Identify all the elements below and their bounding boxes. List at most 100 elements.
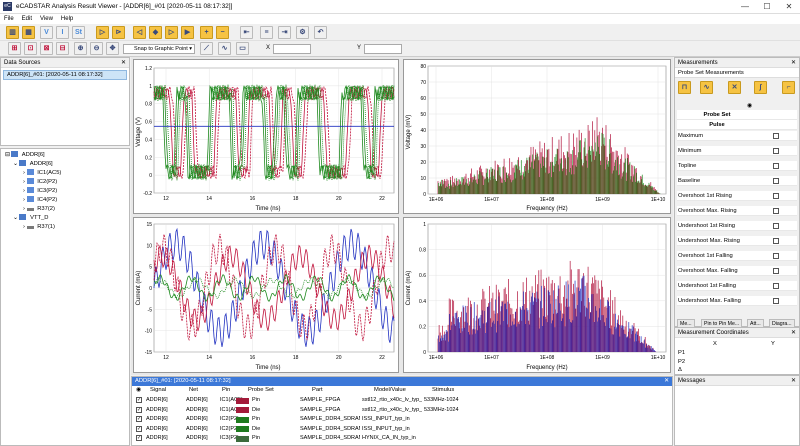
measurement-item[interactable]: Maximum (677, 131, 797, 141)
measurement-item[interactable]: Overshoot Max. Rising (677, 206, 797, 216)
tree-node[interactable]: › IC3(P2) (23, 187, 57, 196)
current-frequency-plot[interactable]: 1 0.8 0.6 0.4 0.2 0 1E+06 1E+07 1E+08 1E+09 1E+10… (403, 217, 671, 373)
measurement-item[interactable]: Undershoot Max. Falling (677, 296, 797, 306)
zoom-out-icon[interactable]: ⊖ (90, 42, 103, 55)
align-left-icon[interactable]: ⇤ (240, 26, 253, 39)
collapse-toggle-icon[interactable]: ⌄ (13, 215, 18, 221)
data-source-item[interactable]: ADDR[6]_#01: [2020-05-11 08:17:32] (3, 70, 127, 80)
row-visible-checkbox[interactable]: ✓ (136, 425, 142, 432)
tree-node[interactable]: ⌄ VTT_D (13, 214, 48, 223)
measurement-item[interactable]: Overshoot 1st Rising (677, 191, 797, 201)
measurement-checkbox[interactable] (773, 268, 779, 274)
row-visible-checkbox[interactable]: ✓ (136, 435, 142, 441)
zoom-box-icon[interactable]: ⊡ (24, 42, 37, 55)
waveform-v-icon[interactable]: V (40, 26, 53, 39)
close-icon[interactable]: ✕ (790, 378, 796, 384)
expand-toggle-icon[interactable]: › (23, 170, 25, 176)
measurement-checkbox[interactable] (773, 163, 779, 169)
collapse-toggle-icon[interactable]: ⌄ (13, 161, 18, 167)
measurement-checkbox[interactable] (773, 148, 779, 154)
column-header-net[interactable]: Net (189, 387, 199, 393)
measurement-item[interactable]: Undershoot 1st Rising (677, 221, 797, 231)
zoom-fit-icon[interactable]: ⊞ (8, 42, 21, 55)
tree-node[interactable]: ⊟ ADDR[6] (5, 151, 45, 160)
measurement-item[interactable]: Overshoot 1st Falling (677, 251, 797, 261)
probe-table-tab[interactable]: ADDR[6]_#01: [2020-05-11 08:17:32] ✕ (132, 377, 672, 386)
tree-node[interactable]: › R37(2) (23, 205, 55, 214)
row-visible-checkbox[interactable]: ✓ (136, 416, 142, 422)
tree-node[interactable]: › R37(1) (23, 223, 55, 232)
voltage-frequency-plot[interactable]: 80 70 60 50 40 30 20 10 0 1E+06 1E+07 1E+08 1E+09 1E… (403, 59, 671, 214)
probe-forward-icon[interactable]: ▷ (96, 26, 109, 39)
menu-edit[interactable]: Edit (21, 16, 33, 22)
table-row[interactable]: ✓ ADDR[6] ADDR[6] IC2(P2) Pin SAMPLE_DDR4_SDR… (132, 415, 672, 424)
marker-left-icon[interactable]: ◁ (133, 26, 146, 39)
marker-center-icon[interactable]: ◆ (149, 26, 162, 39)
tree-node[interactable]: › IC1(AC5) (23, 169, 61, 178)
menu-view[interactable]: View (40, 16, 53, 22)
line-style-icon[interactable]: ∿ (218, 42, 231, 55)
zoom-y-icon[interactable]: ⊟ (56, 42, 69, 55)
measurement-item[interactable]: Baseline (677, 176, 797, 186)
tree-node[interactable]: ⌄ ADDR[6] (13, 160, 53, 169)
zoom-in-icon[interactable]: ⊕ (74, 42, 87, 55)
close-icon[interactable]: ✕ (664, 378, 669, 384)
measurement-item[interactable]: Overshoot Max. Falling (677, 266, 797, 276)
probe-pulse-icon[interactable]: ⊳ (112, 26, 125, 39)
ruler-icon[interactable]: ⟋ (200, 42, 213, 55)
measurement-checkbox[interactable] (773, 253, 779, 259)
measurement-checkbox[interactable] (773, 223, 779, 229)
table-row[interactable]: ✓ ADDR[6] ADDR[6] IC1(AC5) Die SAMPLE_FPGA sst… (132, 406, 672, 415)
measurement-item[interactable]: Undershoot 1st Falling (677, 281, 797, 291)
undo-icon[interactable]: ↶ (314, 26, 327, 39)
table-row[interactable]: ✓ ADDR[6] ADDR[6] IC1(AC5) Pin SAMPLE_FPGA sst… (132, 396, 672, 405)
voltage-time-plot[interactable]: 1.2 1 0.8 0.6 0.4 0.2 0 -0.2 12 14 16 18 20 22 Time … (133, 59, 399, 214)
step-measure-icon[interactable]: ⌐ (782, 81, 795, 94)
marker-end-icon[interactable]: ▶ (181, 26, 194, 39)
column-header-model-value[interactable]: Model/Value (374, 387, 406, 393)
align-right-icon[interactable]: ⇥ (278, 26, 291, 39)
y-coord-field[interactable] (364, 44, 402, 54)
visibility-eye-icon[interactable]: ◉ (136, 387, 142, 393)
column-header-stimulus[interactable]: Stimulus (432, 387, 455, 393)
expand-toggle-icon[interactable]: › (23, 188, 25, 194)
measurement-checkbox[interactable] (773, 283, 779, 289)
menu-file[interactable]: File (4, 16, 14, 22)
close-icon[interactable]: ✕ (790, 330, 796, 336)
measurement-checkbox[interactable] (773, 298, 779, 304)
tree-node[interactable]: › IC4(P2) (23, 196, 57, 205)
pan-icon[interactable]: ✥ (106, 42, 119, 55)
bar-chart-icon[interactable]: ▥ (6, 26, 19, 39)
wave-measure-icon[interactable]: ∿ (700, 81, 713, 94)
close-button[interactable]: ✕ (785, 2, 793, 11)
histogram-icon[interactable]: ▦ (22, 26, 35, 39)
measurement-item[interactable]: Minimum (677, 146, 797, 156)
tree-node[interactable]: › IC2(P2) (23, 178, 57, 187)
expand-toggle-icon[interactable]: › (23, 224, 25, 230)
column-header-part[interactable]: Part (312, 387, 323, 393)
measurement-checkbox[interactable] (773, 178, 779, 184)
menu-help[interactable]: Help (60, 16, 74, 22)
measurement-checkbox[interactable] (773, 193, 779, 199)
waveform-remove-icon[interactable]: − (216, 26, 229, 39)
align-lines-icon[interactable]: ≡ (260, 26, 273, 39)
visibility-eye-icon[interactable]: ◉ (747, 103, 753, 109)
waveform-add-icon[interactable]: + (200, 26, 213, 39)
collapse-toggle-icon[interactable]: ⊟ (5, 152, 10, 158)
expand-toggle-icon[interactable]: › (23, 197, 25, 203)
current-time-plot[interactable]: 15 10 5 0 -5 -10 -15 12 14 16 18 20 22 Time (ns) Cu… (133, 217, 399, 373)
marker-right-icon[interactable]: ▷ (165, 26, 178, 39)
table-row[interactable]: ✓ ADDR[6] ADDR[6] IC2(P2) Die SAMPLE_DDR4_SDR… (132, 425, 672, 434)
minimize-button[interactable]: — (741, 2, 749, 11)
x-coord-field[interactable] (273, 44, 311, 54)
measurement-item[interactable]: Undershoot Max. Rising (677, 236, 797, 246)
waveform-i-icon[interactable]: I (56, 26, 69, 39)
eye-measure-icon[interactable]: ✕ (728, 81, 741, 94)
close-icon[interactable]: ✕ (120, 60, 126, 66)
column-header-pin[interactable]: Pin (222, 387, 231, 393)
row-visible-checkbox[interactable]: ✓ (136, 406, 142, 413)
settings-gear-icon[interactable]: ⚙ (296, 26, 309, 39)
table-row[interactable]: ✓ ADDR[6] ADDR[6] IC3(P2) Pin SAMPLE_DDR4_SDR… (132, 434, 672, 443)
zoom-x-icon[interactable]: ⊠ (40, 42, 53, 55)
statistics-icon[interactable]: St (72, 26, 85, 39)
